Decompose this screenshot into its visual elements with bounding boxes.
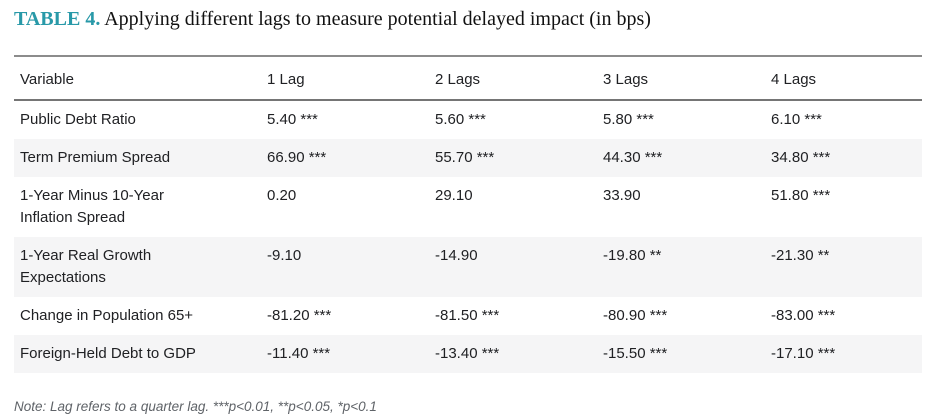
value-cell: -11.40 *** — [267, 345, 331, 362]
table-body: Public Debt Ratio 5.40 *** 5.60 *** 5.80 **… — [14, 100, 922, 373]
table-row: Term Premium Spread 66.90 *** 55.70 *** 44.… — [14, 139, 922, 177]
value-cell: 34.80 *** — [771, 149, 831, 166]
value-cell: -13.40 *** — [435, 345, 500, 362]
value-cell: 55.70 *** — [435, 149, 495, 166]
table-row: Foreign-Held Debt to GDP -11.40 *** -13.40… — [14, 335, 922, 373]
table-row: 1-Year Real Growth Expectations -9.10 -14.… — [14, 237, 922, 297]
value-cell: 44.30 *** — [603, 149, 663, 166]
value-cell: -14.90 — [435, 247, 478, 264]
table-header-row: Variable 1 Lag 2 Lags 3 Lags 4 Lags — [14, 56, 922, 101]
value-cell: 33.90 — [603, 187, 641, 204]
value-cell: -83.00 *** — [771, 307, 836, 324]
table-note: Note: Lag refers to a quarter lag. ***p<… — [14, 399, 377, 414]
value-cell: -81.20 *** — [267, 307, 332, 324]
value-cell: 51.80 *** — [771, 187, 831, 204]
value-cell: 5.60 *** — [435, 111, 486, 128]
variable-cell: Public Debt Ratio — [20, 111, 136, 128]
column-header-lag: 4 Lags — [765, 56, 922, 101]
table-row: Public Debt Ratio 5.40 *** 5.60 *** 5.80 **… — [14, 100, 922, 139]
column-header-lag: 1 Lag — [261, 56, 429, 101]
variable-cell: Foreign-Held Debt to GDP — [20, 345, 196, 362]
value-cell: 66.90 *** — [267, 149, 327, 166]
value-cell: 5.40 *** — [267, 111, 318, 128]
value-cell: 29.10 — [435, 187, 473, 204]
value-cell: -15.50 *** — [603, 345, 668, 362]
value-cell: -9.10 — [267, 247, 302, 264]
variable-cell: Term Premium Spread — [20, 149, 171, 166]
column-header-lag: 3 Lags — [597, 56, 765, 101]
value-cell: 6.10 *** — [771, 111, 822, 128]
value-cell: -81.50 *** — [435, 307, 500, 324]
column-header-variable: Variable — [14, 56, 261, 101]
table-row: 1-Year Minus 10-Year Inflation Spread 0.2… — [14, 177, 922, 237]
variable-cell: 1-Year Minus 10-Year Inflation Spread — [20, 187, 164, 226]
value-cell: -17.10 *** — [771, 345, 836, 362]
table-row: Change in Population 65+ -81.20 *** -81.50… — [14, 297, 922, 335]
table-number-label: TABLE 4. — [14, 8, 101, 30]
column-header-lag: 2 Lags — [429, 56, 597, 101]
table-header: Variable 1 Lag 2 Lags 3 Lags 4 Lags — [14, 56, 922, 101]
value-cell: 0.20 — [267, 187, 297, 204]
value-cell: -19.80 ** — [603, 247, 662, 264]
value-cell: 5.80 *** — [603, 111, 654, 128]
variable-cell: Change in Population 65+ — [20, 307, 194, 324]
table-title: TABLE 4. Applying different lags to meas… — [14, 7, 922, 31]
value-cell: -21.30 ** — [771, 247, 830, 264]
value-cell: -80.90 *** — [603, 307, 668, 324]
variable-cell: 1-Year Real Growth Expectations — [20, 247, 152, 286]
lag-results-table: Variable 1 Lag 2 Lags 3 Lags 4 Lags Public D… — [14, 55, 922, 373]
table-title-text: Applying different lags to measure poten… — [104, 8, 651, 30]
